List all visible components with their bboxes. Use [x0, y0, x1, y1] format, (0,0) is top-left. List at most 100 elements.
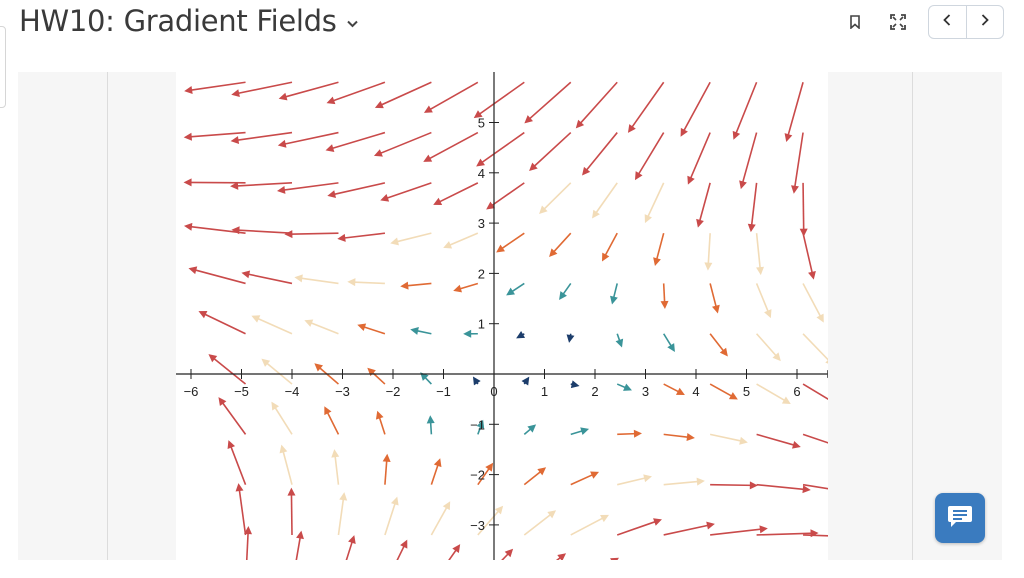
vector-arrow — [682, 81, 711, 133]
title-dropdown[interactable]: HW10: Gradient Fields — [19, 4, 358, 38]
vector-arrow — [578, 81, 618, 126]
vector-arrow — [551, 232, 572, 254]
vector-arrow — [378, 81, 432, 107]
vector-arrow — [377, 415, 386, 435]
vector-arrow — [709, 383, 735, 398]
vector-arrowhead — [276, 185, 286, 194]
vector-arrowhead — [230, 181, 239, 190]
vector-arrowhead — [184, 86, 193, 94]
vector-arrowhead — [732, 130, 741, 140]
y-tick-label: 1 — [478, 317, 485, 332]
page-header: HW10: Gradient Fields — [0, 0, 1024, 108]
vector-arrow — [430, 462, 440, 485]
vector-arrowhead — [739, 180, 747, 190]
vector-arrowhead — [390, 496, 399, 506]
vector-arrowhead — [443, 241, 453, 249]
vector-arrow — [295, 535, 302, 560]
vector-arrowhead — [183, 222, 193, 231]
vector-arrow — [663, 480, 701, 486]
vector-arrow — [734, 81, 758, 136]
vector-arrow — [756, 483, 807, 491]
vector-arrowhead — [764, 309, 772, 319]
vector-arrow — [282, 131, 339, 146]
vector-arrowhead — [400, 281, 409, 290]
vector-arrow — [570, 473, 595, 486]
vector-arrowhead — [476, 158, 485, 167]
vector-arrowhead — [279, 444, 288, 454]
x-tick-label: 4 — [692, 384, 699, 399]
vector-arrowhead — [712, 304, 720, 314]
vector-arrowhead — [198, 311, 208, 319]
vector-arrowhead — [527, 424, 537, 433]
vector-arrow — [245, 530, 249, 560]
previous-button[interactable] — [929, 6, 966, 38]
vector-arrow — [447, 232, 479, 247]
x-tick-label: −4 — [285, 384, 300, 399]
vector-arrow — [793, 132, 804, 190]
vector-arrow — [617, 476, 648, 486]
chevron-right-icon — [981, 13, 989, 31]
vector-arrowhead — [284, 230, 293, 239]
vector-arrowhead — [747, 223, 756, 233]
vector-arrowhead — [719, 347, 728, 357]
x-tick-label: −6 — [184, 384, 199, 399]
vector-arrow — [427, 81, 479, 112]
vector-arrowhead — [529, 162, 538, 172]
vector-arrowhead — [348, 535, 356, 544]
vector-arrowhead — [590, 471, 600, 479]
vector-arrowhead — [235, 483, 244, 492]
vector-arrow — [341, 232, 386, 240]
expand-icon[interactable] — [888, 12, 908, 32]
vector-arrow — [281, 449, 293, 485]
vector-arrowhead — [799, 228, 808, 237]
vector-arrow — [229, 444, 247, 485]
vector-arrow — [331, 182, 386, 196]
y-tick-label: −1 — [470, 417, 485, 432]
vector-arrow — [709, 283, 718, 310]
next-button[interactable] — [965, 6, 1004, 38]
vector-arrow — [636, 132, 665, 177]
vector-arrow — [235, 81, 293, 95]
vector-arrowhead — [183, 178, 192, 187]
vector-arrowhead — [610, 295, 618, 305]
vector-arrowhead — [675, 387, 685, 395]
vector-arrowhead — [423, 105, 433, 113]
vector-arrow — [707, 233, 711, 266]
vector-arrowhead — [339, 492, 348, 501]
vector-arrowhead — [580, 427, 590, 436]
vector-arrowhead — [687, 175, 695, 185]
x-tick-label: 2 — [591, 384, 598, 399]
vector-arrow — [281, 182, 339, 192]
vector-arrow — [663, 524, 711, 536]
vector-arrowhead — [287, 487, 296, 496]
vector-arrow — [448, 547, 459, 560]
vector-arrow — [361, 325, 386, 335]
vector-arrowhead — [623, 383, 632, 391]
vector-arrow — [308, 321, 339, 335]
vector-arrow — [523, 469, 543, 486]
vector-arrowhead — [728, 392, 738, 400]
vector-arrow — [755, 233, 762, 271]
vector-arrowhead — [367, 367, 376, 377]
page-navigation — [928, 5, 1004, 39]
vector-arrowhead — [241, 270, 251, 279]
x-tick-label: 6 — [793, 384, 800, 399]
vector-arrowhead — [473, 110, 483, 119]
side-panel-tab[interactable] — [0, 26, 6, 108]
vector-arrow — [527, 81, 572, 121]
vector-arrow — [234, 182, 293, 187]
vector-arrowhead — [570, 380, 580, 389]
vector-arrow — [532, 131, 572, 169]
bookmark-icon[interactable] — [845, 12, 865, 32]
vector-arrowhead — [188, 266, 198, 275]
vector-arrowhead — [539, 205, 548, 214]
vector-arrow — [384, 458, 388, 485]
vector-arrow — [427, 131, 479, 161]
vector-arrow — [352, 281, 385, 285]
vector-arrowhead — [566, 334, 575, 343]
vector-arrowhead — [644, 214, 652, 224]
chat-button[interactable] — [935, 493, 985, 543]
divider — [912, 72, 913, 560]
vector-arrowhead — [634, 171, 643, 181]
